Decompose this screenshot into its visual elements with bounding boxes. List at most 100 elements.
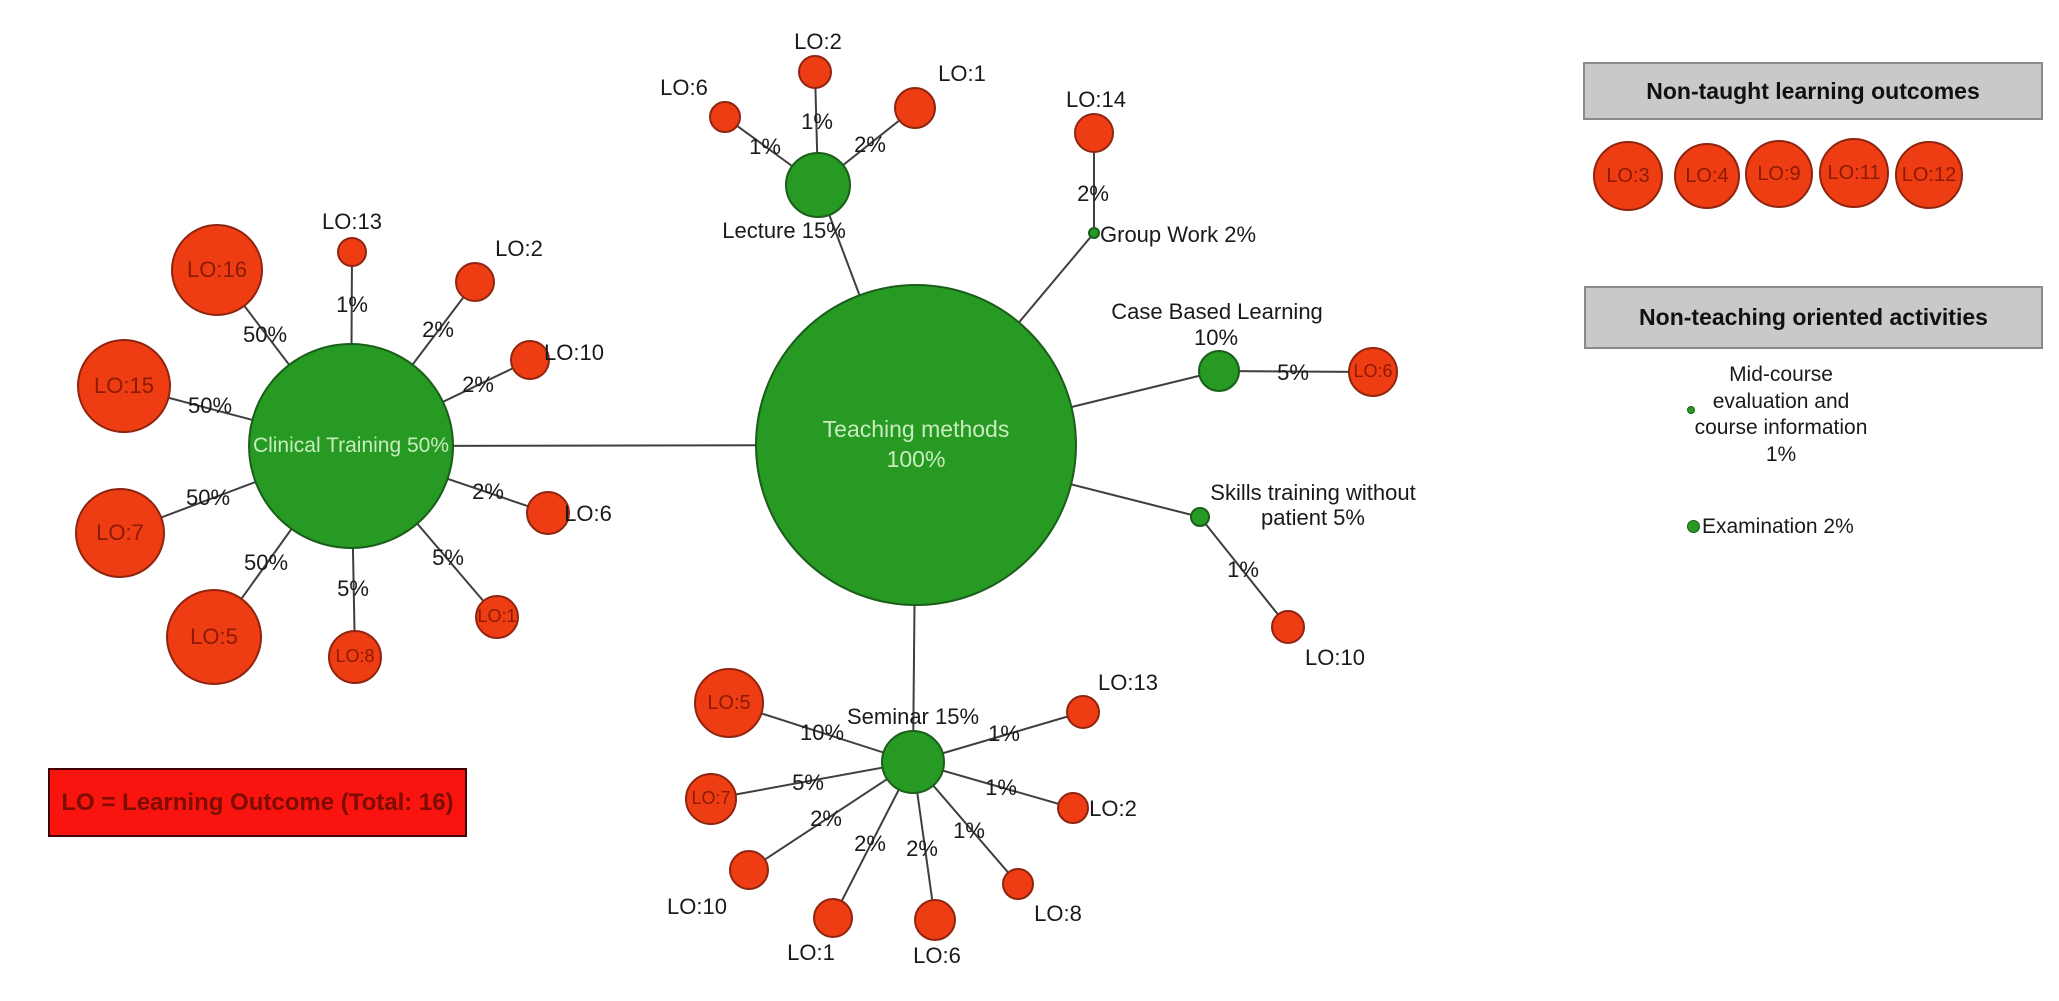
lo-node-text: LO:1 — [477, 606, 517, 627]
edge-percent-label: 2% — [810, 806, 842, 831]
lo-node-text: LO:8 — [335, 646, 375, 667]
lo-node: LO:11 — [1819, 138, 1889, 208]
non-teaching-panel-title: Non-teaching oriented activities — [1639, 304, 1988, 330]
lo-node-text: LO:4 — [1685, 165, 1729, 187]
legend-box: LO = Learning Outcome (Total: 16) — [48, 768, 467, 837]
lo-label: LO:13 — [1098, 670, 1158, 695]
hub-node-text: 100% — [886, 446, 946, 472]
edge-percent-label: 5% — [1277, 360, 1309, 385]
edge-line — [710, 761, 914, 800]
lo-node: LO:7 — [685, 773, 737, 825]
lo-node — [1057, 792, 1089, 824]
non-taught-panel-title: Non-taught learning outcomes — [1646, 77, 1980, 104]
edge-percent-label: 1% — [985, 775, 1017, 800]
lo-label: LO:6 — [913, 943, 961, 968]
hub-label: Skills training without — [1210, 480, 1416, 505]
lo-label: LO:2 — [495, 236, 543, 261]
hub-label: Seminar 15% — [846, 704, 980, 729]
non-taught-panel-header: Non-taught learning outcomes — [1583, 62, 2043, 120]
lo-node-text: LO:6 — [1353, 361, 1393, 382]
lo-node-text: LO:5 — [190, 623, 238, 649]
lo-node: LO:1 — [475, 595, 519, 639]
midcourse-evaluation-block: Mid-course evaluation and course informa… — [1631, 362, 1931, 468]
lo-node-text: LO:7 — [96, 519, 144, 545]
lo-node — [914, 899, 956, 941]
lo-node — [1002, 868, 1034, 900]
lo-node: LO:8 — [328, 630, 382, 684]
lo-node: LO:16 — [171, 224, 263, 316]
lo-node-text: LO:3 — [1606, 165, 1650, 187]
examination-dot — [1687, 520, 1700, 533]
lo-node-text: LO:12 — [1901, 164, 1957, 186]
hub-node-clinical-training: Clinical Training 50% — [248, 343, 454, 549]
lo-label: LO:6 — [660, 75, 708, 100]
midcourse-line: Mid-course — [1729, 363, 1833, 386]
lo-node: LO:9 — [1745, 140, 1813, 208]
edge-percent-label: 50% — [242, 322, 288, 347]
examination-label: Examination 2% — [1702, 515, 1854, 538]
edge-line — [1199, 516, 1289, 628]
lo-label: LO:14 — [1066, 87, 1126, 112]
lo-node — [1074, 113, 1114, 153]
midcourse-line: course information — [1694, 416, 1868, 439]
edge-percent-label: 1% — [1227, 557, 1259, 582]
midcourse-line: 1% — [1765, 442, 1797, 466]
lo-label: LO:13 — [322, 209, 382, 234]
edge-line — [1218, 370, 1374, 373]
hub-node-teaching-methods: Teaching methods 100% — [755, 284, 1077, 606]
lo-label: LO:2 — [1089, 796, 1137, 821]
lo-node-text: LO:9 — [1757, 163, 1801, 185]
hub-node-text: Clinical Training 50% — [252, 434, 450, 458]
lo-node-text: LO:11 — [1827, 162, 1881, 184]
lo-node: LO:12 — [1895, 141, 1963, 209]
edge-percent-label: 5% — [432, 545, 464, 570]
edge-percent-label: 2% — [462, 372, 494, 397]
edge-percent-label: 5% — [337, 576, 369, 601]
lo-node-text: LO:7 — [691, 788, 731, 809]
lo-label: LO:10 — [667, 894, 727, 919]
edge-percent-label: 2% — [422, 317, 454, 342]
lo-node: LO:5 — [694, 668, 764, 738]
lo-node: LO:4 — [1674, 143, 1740, 209]
hub-label: Group Work 2% — [1100, 222, 1257, 247]
lo-node — [526, 491, 570, 535]
edge-percent-label: 2% — [906, 836, 938, 861]
hub-label: Case Based Learning — [1111, 299, 1323, 324]
lo-label: LO:1 — [938, 61, 986, 86]
edge-percent-label: 1% — [953, 818, 985, 843]
lo-node — [337, 237, 367, 267]
edge-percent-label: 1% — [749, 134, 781, 159]
lo-node: LO:5 — [166, 589, 262, 685]
hub-label: patient 5% — [1261, 505, 1365, 530]
legend-text: LO = Learning Outcome (Total: 16) — [61, 788, 454, 816]
edge-percent-label: 2% — [854, 831, 886, 856]
hub-node-group-work — [1088, 227, 1100, 239]
lo-node: LO:7 — [75, 488, 165, 578]
edge-percent-label: 5% — [792, 770, 824, 795]
hub-node-lecture — [785, 152, 851, 218]
hub-node-seminar — [881, 730, 945, 794]
hub-node-skills-training — [1190, 507, 1210, 527]
edge-percent-label: 2% — [854, 132, 886, 157]
lo-label: LO:8 — [1034, 901, 1082, 926]
edge-percent-label: 2% — [472, 479, 504, 504]
lo-label: LO:10 — [1305, 645, 1365, 670]
non-teaching-panel-header: Non-teaching oriented activities — [1584, 286, 2043, 349]
edge-percent-label: 50% — [243, 550, 289, 575]
lo-label: LO:6 — [564, 501, 612, 526]
lo-node — [510, 340, 550, 380]
edge-percent-label: 50% — [187, 393, 233, 418]
lo-label: LO:2 — [794, 29, 842, 54]
lo-node — [813, 898, 853, 938]
lo-node — [1271, 610, 1305, 644]
midcourse-line: evaluation and — [1712, 389, 1850, 413]
hub-node-case-based-learning — [1198, 350, 1240, 392]
edge-percent-label: 50% — [185, 485, 231, 510]
lo-node-text: LO:5 — [707, 692, 751, 714]
lo-node: LO:15 — [77, 339, 171, 433]
hub-node-text: Teaching methods — [822, 416, 1010, 443]
lo-node — [709, 101, 741, 133]
lo-node — [894, 87, 936, 129]
edge-percent-label: 2% — [1077, 181, 1109, 206]
